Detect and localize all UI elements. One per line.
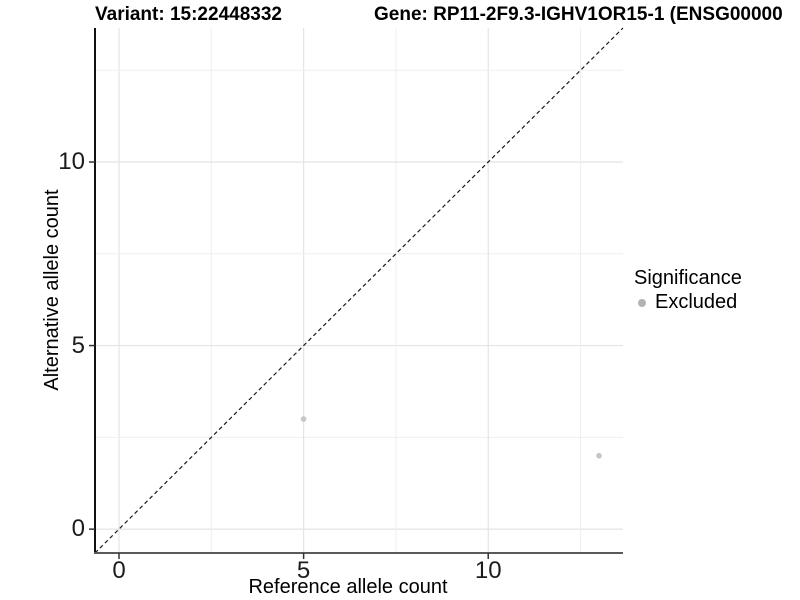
y-tick-label: 0 [71, 515, 85, 543]
x-tick-label: 10 [474, 557, 502, 584]
legend: Significance Excluded [634, 266, 742, 314]
x-tick-label: 0 [112, 557, 126, 584]
data-point [300, 416, 307, 422]
x-tick-label: 5 [296, 557, 311, 584]
y-tick-label: 10 [58, 148, 85, 175]
variant-title: Variant: 15:22448332 [95, 4, 282, 25]
legend-item-excluded: Excluded [634, 291, 742, 314]
x-axis-label: Reference allele count [248, 576, 448, 598]
gene-title: Gene: RP11-2F9.3-IGHV1OR15-1 (ENSG00000 [374, 4, 783, 25]
legend-title: Significance [634, 267, 742, 289]
excluded-point-icon [638, 298, 646, 307]
data-point [596, 452, 602, 459]
y-tick-label: 5 [71, 331, 85, 359]
identity-dashed-line [94, 27, 624, 554]
legend-item-label: Excluded [655, 291, 738, 313]
y-axis-label: Alternative allele count [41, 189, 63, 391]
